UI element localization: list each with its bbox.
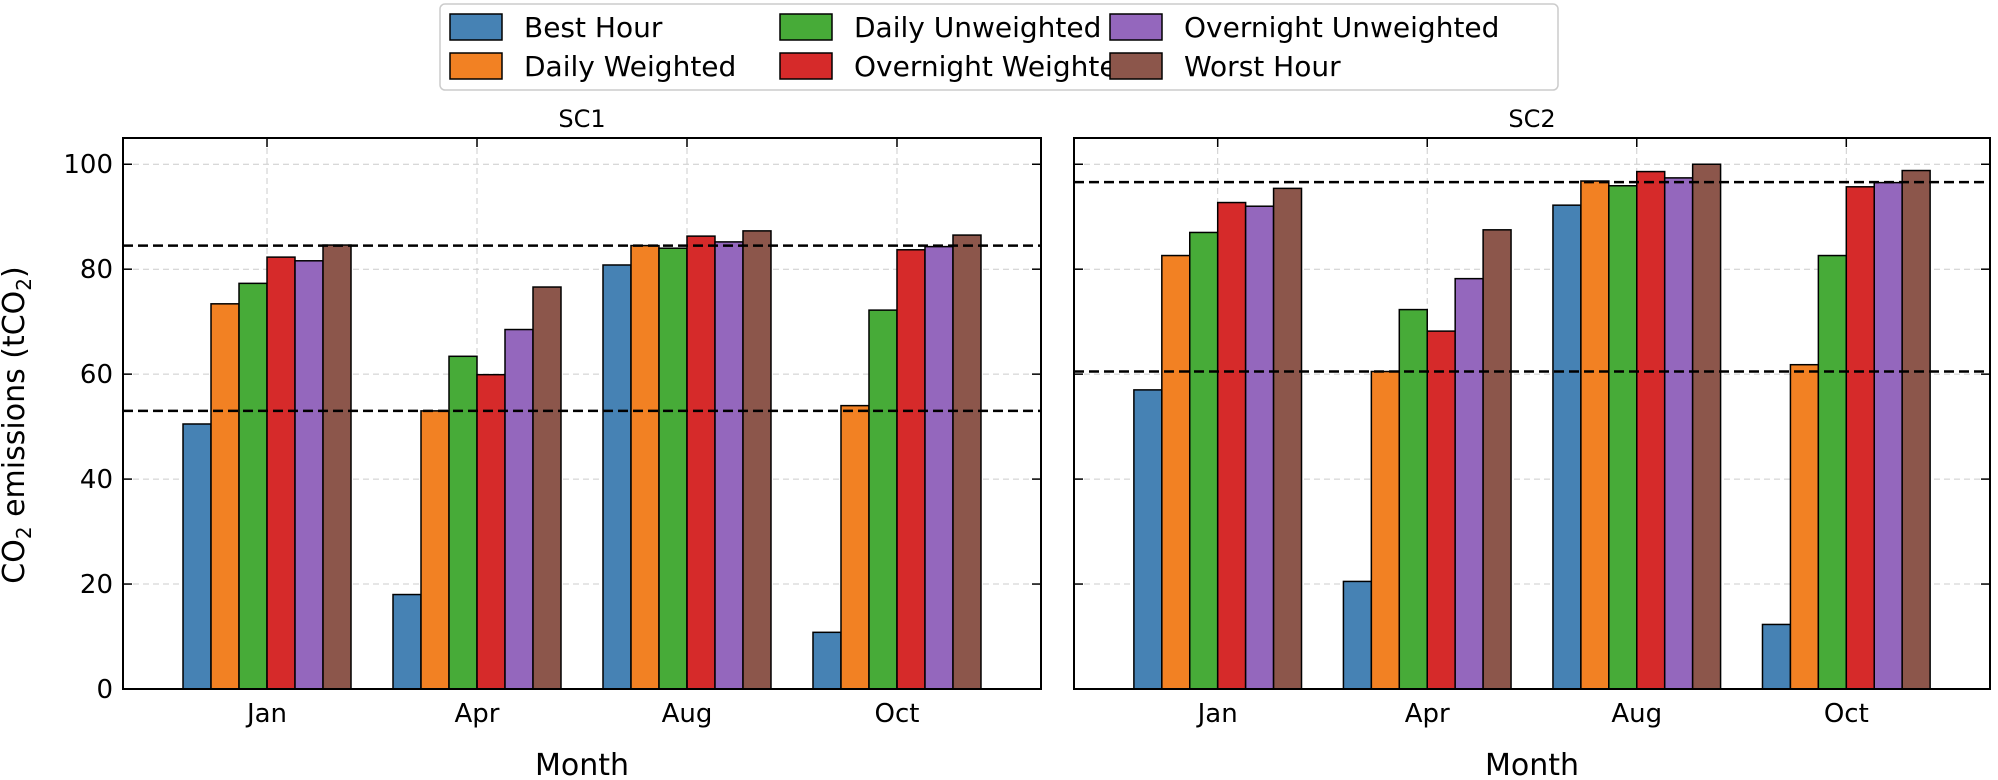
bar-sc1-jan-best-hour: [182, 423, 212, 690]
panel-sc1: 0 20 40 60 80 100 Jan Apr Aug Oct SC1 Month: [63, 105, 1042, 780]
plot-frame-sc1: [122, 137, 1042, 690]
x-axis-label-sc2: Month: [1485, 748, 1579, 780]
bar-sc1-apr-overnight-weighted: [476, 373, 506, 690]
bar-sc2-oct-best-hour: [1761, 623, 1792, 690]
xtick-label-sc2-apr: Apr: [1405, 699, 1450, 729]
bar-sc1-oct-overnight-unweighted: [924, 245, 954, 690]
bar-sc2-apr-daily-unweighted: [1398, 308, 1428, 690]
legend: Best Hour Daily Weighted Daily Unweighted O…: [439, 3, 1559, 91]
bar-sc2-apr-overnight-unweighted: [1454, 277, 1484, 690]
legend-frame: [439, 3, 1559, 91]
bar-sc1-oct-daily-weighted: [840, 404, 870, 690]
bar-sc2-aug-best-hour: [1552, 204, 1582, 690]
panels: 0 20 40 60 80 100 Jan Apr Aug Oct SC1 Month Jan Apr Au…: [63, 105, 1991, 780]
bar-sc1-jan-overnight-unweighted: [294, 260, 324, 690]
bar-sc2-jan-overnight-unweighted: [1244, 205, 1275, 690]
legend-label-overnight-weighted: Overnight Weighted: [854, 50, 1134, 83]
ytick-label-sc1-100: 100: [63, 150, 113, 180]
bar-sc1-aug-worst-hour: [742, 230, 772, 690]
ytick-label-sc1-60: 60: [80, 360, 113, 390]
bar-sc1-aug-overnight-unweighted: [714, 241, 744, 690]
bar-sc1-jan-worst-hour: [322, 244, 352, 690]
legend-label-daily-unweighted: Daily Unweighted: [854, 11, 1101, 44]
bar-sc1-apr-daily-unweighted: [448, 355, 478, 690]
bar-sc1-aug-best-hour: [602, 264, 632, 690]
legend-swatch-overnight-unweighted: [1109, 13, 1163, 41]
bar-sc1-apr-daily-weighted: [420, 410, 450, 690]
plot-frame-sc2: [1073, 137, 1991, 690]
ytick-label-sc1-80: 80: [80, 255, 113, 285]
xtick-label-sc2-aug: Aug: [1611, 699, 1662, 729]
legend-label-best-hour: Best Hour: [524, 11, 663, 44]
panel-sc2: Jan Apr Aug Oct SC2 Month: [1073, 105, 1991, 780]
bar-sc1-aug-daily-weighted: [630, 244, 660, 690]
ytick-label-sc1-20: 20: [80, 570, 113, 600]
bar-sc2-oct-overnight-weighted: [1845, 186, 1875, 690]
bar-sc1-oct-daily-unweighted: [868, 309, 898, 690]
bar-sc1-oct-best-hour: [812, 631, 842, 690]
bar-sc1-jan-daily-unweighted: [238, 282, 268, 690]
y-axis-label-end: ): [0, 266, 32, 278]
bar-sc1-apr-best-hour: [392, 593, 422, 690]
bar-sc2-oct-daily-unweighted: [1817, 254, 1848, 690]
y-axis-label-sub1: 2: [12, 526, 36, 539]
legend-swatch-daily-unweighted: [779, 13, 833, 41]
bar-sc2-oct-daily-weighted: [1789, 363, 1820, 690]
xtick-label-sc1-aug: Aug: [662, 699, 713, 729]
legend-swatch-overnight-weighted: [779, 52, 833, 80]
bar-sc1-apr-worst-hour: [532, 286, 562, 690]
bar-sc2-oct-worst-hour: [1901, 169, 1931, 690]
bar-sc2-aug-daily-unweighted: [1608, 185, 1638, 690]
bar-sc2-aug-daily-weighted: [1580, 180, 1610, 690]
bar-sc1-oct-overnight-weighted: [896, 249, 926, 690]
bar-sc2-jan-daily-unweighted: [1189, 231, 1219, 690]
y-axis-label-co: CO: [0, 539, 32, 584]
legend-swatch-worst-hour: [1109, 52, 1163, 80]
bar-sc1-aug-overnight-weighted: [686, 235, 716, 690]
bar-sc2-apr-overnight-weighted: [1426, 330, 1456, 690]
bar-sc2-jan-worst-hour: [1272, 187, 1303, 690]
bar-sc2-apr-best-hour: [1342, 580, 1373, 690]
bar-sc2-aug-overnight-unweighted: [1663, 177, 1694, 690]
bar-sc1-jan-overnight-weighted: [266, 256, 296, 690]
legend-label-overnight-unweighted: Overnight Unweighted: [1184, 11, 1499, 44]
xtick-label-sc1-apr: Apr: [455, 699, 500, 729]
x-axis-label-sc1: Month: [535, 748, 629, 780]
bar-sc2-jan-daily-weighted: [1161, 254, 1191, 690]
bar-sc1-jan-daily-weighted: [210, 303, 240, 690]
bar-sc2-jan-best-hour: [1133, 389, 1163, 690]
y-axis-label-mid: emissions (tCO: [0, 291, 32, 527]
ytick-label-sc1-0: 0: [96, 675, 113, 705]
legend-label-worst-hour: Worst Hour: [1184, 50, 1341, 83]
y-axis-label: CO2 emissions (tCO2): [0, 266, 36, 583]
xtick-label-sc1-jan: Jan: [245, 699, 287, 729]
y-axis-label-sub2: 2: [12, 278, 36, 291]
bar-sc2-oct-overnight-unweighted: [1873, 181, 1903, 690]
legend-swatch-best-hour: [449, 13, 503, 41]
panel-title-sc2: SC2: [1508, 105, 1555, 133]
xtick-label-sc1-oct: Oct: [875, 699, 920, 729]
bar-sc1-oct-worst-hour: [952, 234, 982, 690]
bar-sc2-apr-daily-weighted: [1370, 370, 1401, 690]
xtick-label-sc2-jan: Jan: [1196, 699, 1238, 729]
bar-sc2-aug-worst-hour: [1691, 163, 1722, 690]
xtick-label-sc2-oct: Oct: [1824, 699, 1869, 729]
ytick-label-sc1-40: 40: [80, 465, 113, 495]
bar-sc1-aug-daily-unweighted: [658, 247, 688, 690]
bar-sc2-jan-overnight-weighted: [1216, 201, 1247, 690]
bar-sc2-apr-worst-hour: [1482, 229, 1512, 690]
bar-sc2-aug-overnight-weighted: [1636, 170, 1666, 690]
legend-label-daily-weighted: Daily Weighted: [524, 50, 736, 83]
legend-swatch-daily-weighted: [449, 52, 503, 80]
panel-title-sc1: SC1: [558, 105, 605, 133]
bar-sc1-apr-overnight-unweighted: [504, 328, 534, 690]
